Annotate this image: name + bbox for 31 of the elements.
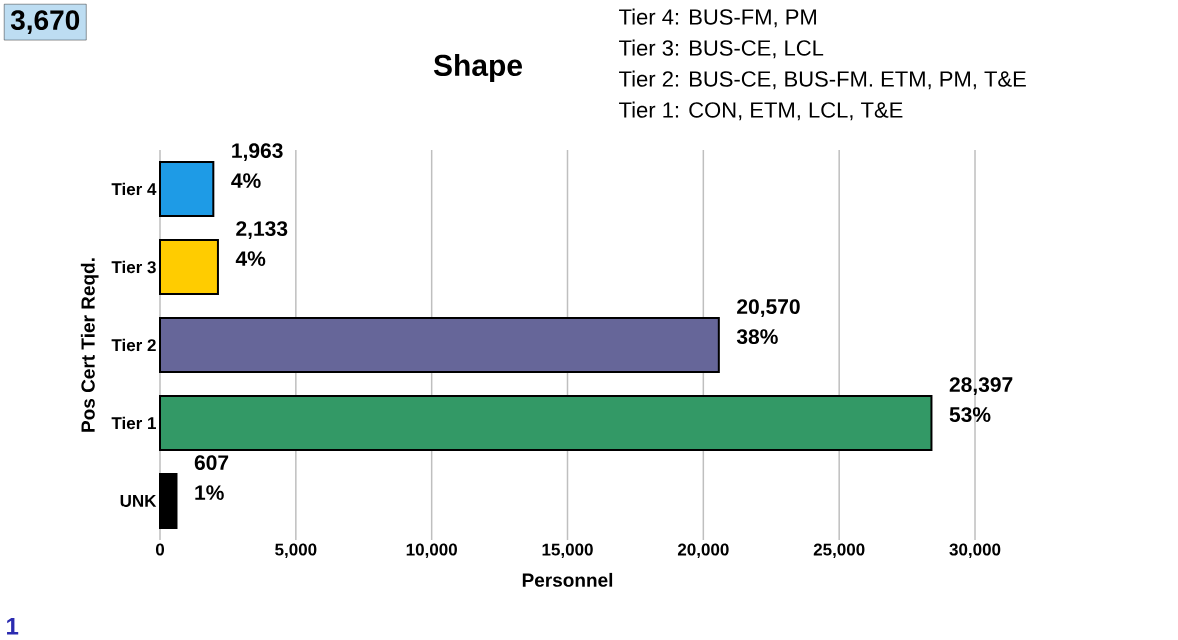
text: Tier 4: BUS-FM, PM: [619, 8, 816, 28]
x-tick-label: 10,000: [406, 543, 457, 559]
text: Tier 1: CON, ETM, LCL, T&E: [619, 101, 903, 121]
x-tick-label: 25,000: [813, 543, 865, 559]
text: 1: [7, 617, 19, 635]
data-label: 28,397 53%: [949, 377, 1013, 423]
x-axis-title: Personnel: [522, 572, 613, 587]
data-label: 607 1%: [194, 455, 229, 501]
y-tick-label: Tier 1: [111, 416, 156, 430]
y-tick-label: Tier 3: [111, 260, 156, 274]
x-tick-label: 5,000: [275, 543, 317, 559]
bar: [159, 161, 215, 217]
text: 3,670: [10, 10, 80, 35]
x-tick-label: 30,000: [949, 543, 1001, 559]
x-tick-label: 20,000: [677, 543, 729, 559]
y-tick-label: UNK: [120, 495, 157, 507]
data-label: 1,963 4%: [231, 143, 283, 188]
y-tick-label: Tier 2: [111, 338, 156, 352]
data-label: 20,570 38%: [736, 299, 800, 345]
text: Tier 2: BUS-CE, BUS-FM. ETM, PM, T&E: [619, 70, 1026, 90]
y-axis-title: Pos Cert Tier Reqd.: [80, 258, 99, 432]
bar: [159, 473, 178, 529]
bar: [159, 317, 720, 373]
chart-title: Shape: [433, 54, 523, 82]
data-label: 2,133 4%: [235, 221, 288, 266]
y-tick-label: Tier 4: [111, 182, 157, 196]
x-tick-label: 15,000: [542, 543, 593, 559]
x-tick-label: 0: [155, 543, 165, 556]
bar: [159, 395, 933, 451]
bar: [159, 239, 219, 295]
text: Tier 3: BUS-CE, LCL: [619, 39, 824, 59]
